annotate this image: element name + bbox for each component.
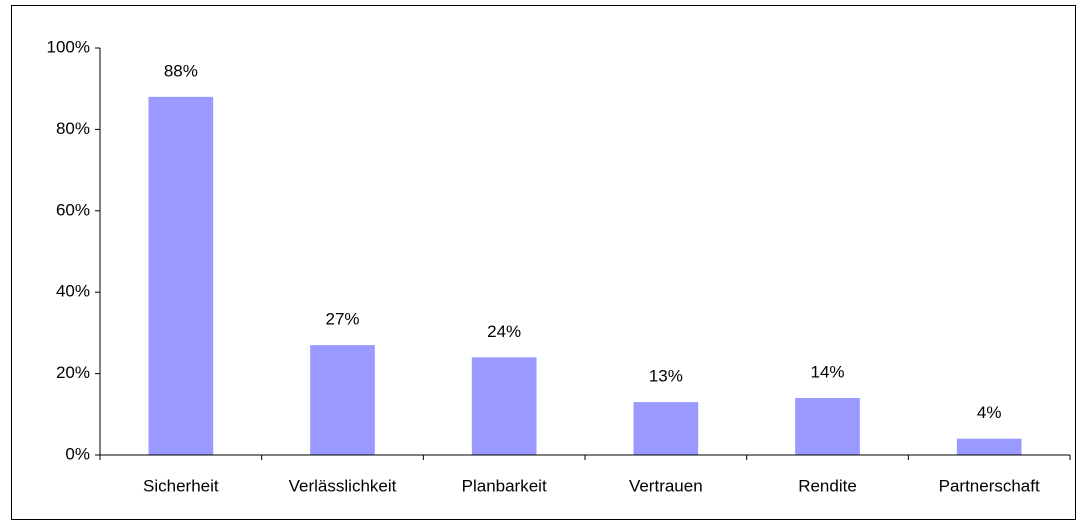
data-label: 24%	[487, 322, 521, 341]
x-tick-label: Sicherheit	[143, 476, 219, 495]
y-tick-label: 0%	[65, 444, 90, 463]
bar	[956, 438, 1022, 455]
bar	[310, 345, 375, 455]
x-tick-label: Vertrauen	[629, 476, 703, 495]
y-tick-label: 60%	[56, 200, 90, 219]
x-tick-label: Planbarkeit	[462, 476, 547, 495]
data-label: 13%	[649, 367, 683, 386]
x-tick-label: Partnerschaft	[939, 476, 1040, 495]
bar	[148, 96, 214, 455]
data-label: 88%	[164, 61, 198, 80]
data-label: 14%	[810, 363, 844, 382]
x-tick-label: Rendite	[798, 476, 857, 495]
bar	[795, 398, 860, 455]
bar	[633, 402, 699, 455]
bar	[471, 357, 537, 455]
y-tick-label: 100%	[47, 37, 90, 56]
data-label: 27%	[325, 310, 359, 329]
data-label: 4%	[977, 403, 1002, 422]
y-tick-label: 80%	[56, 119, 90, 138]
y-tick-label: 40%	[56, 282, 90, 301]
y-tick-label: 20%	[56, 363, 90, 382]
x-tick-label: Verlässlichkeit	[289, 476, 397, 495]
